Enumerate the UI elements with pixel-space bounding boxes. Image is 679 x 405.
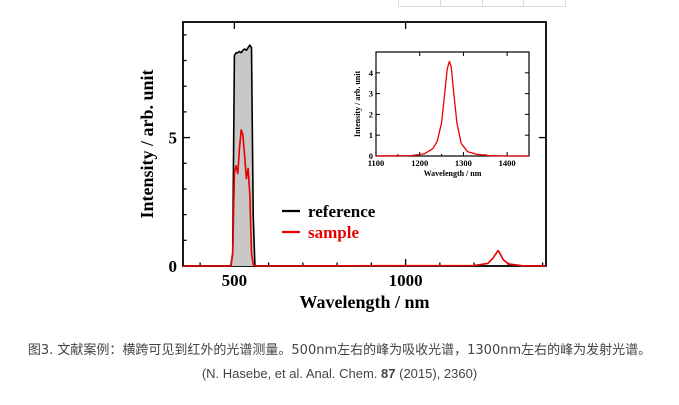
undefined-x-tick-label: 1200 — [411, 158, 428, 168]
undefined-plot-frame — [375, 51, 530, 157]
citation-suffix: (2015), 2360) — [395, 366, 478, 381]
undefined-x-axis-label: Wavelength / nm — [424, 169, 482, 178]
inset-plot: 1100 1200 1300 1400 0 1 2 3 4 Wavelength / nm Inte… — [353, 51, 530, 178]
undefined-y-tick-label: 3 — [369, 89, 373, 99]
undefined-y-tick-label: 2 — [369, 109, 373, 119]
undefined-x-tick-label: 1000 — [389, 271, 423, 290]
undefined-y-tick-label: 4 — [369, 68, 374, 78]
legend-label-reference: reference — [308, 202, 376, 221]
undefined-y-axis-label: Intensity / arb. unit — [353, 71, 362, 138]
undefined-y-tick-label: 0 — [169, 257, 178, 276]
table-cell — [483, 0, 525, 6]
undefined-y-tick-label: 1 — [369, 130, 373, 140]
undefined-reference-line — [227, 44, 259, 267]
undefined-spectrum-line — [375, 60, 529, 157]
undefined-x-tick-label: 1100 — [368, 158, 385, 168]
undefined-sample-line — [183, 129, 547, 267]
citation-volume: 87 — [381, 366, 396, 381]
undefined-y-tick-label: 0 — [369, 151, 373, 161]
figure-citation: (N. Hasebe, et al. Anal. Chem. 87 (2015)… — [0, 366, 679, 381]
legend-label-sample: sample — [308, 223, 359, 242]
spectrum-figure: 500 1000 0 5 Wavelength / nm Intensity / arb.… — [137, 21, 547, 312]
table-cell — [441, 0, 483, 6]
figure-caption: 图3. 文献案例：横跨可见到红外的光谱测量。500nm左右的峰为吸收光谱，130… — [27, 343, 652, 358]
main-plot: 500 1000 0 5 Wavelength / nm Intensity / arb.… — [137, 21, 547, 312]
table-cell — [399, 0, 441, 6]
undefined-y-tick-label: 5 — [169, 129, 178, 148]
undefined-x-tick-label: 1300 — [455, 158, 472, 168]
citation-prefix: (N. Hasebe, et al. Anal. Chem. — [201, 366, 382, 381]
undefined-y-axis-label: Intensity / arb. unit — [137, 69, 157, 218]
undefined-x-tick-label: 500 — [222, 271, 248, 290]
undefined-x-tick-label: 1400 — [499, 158, 516, 168]
top-table-fragment — [398, 0, 566, 7]
undefined-x-axis-label: Wavelength / nm — [299, 292, 429, 312]
